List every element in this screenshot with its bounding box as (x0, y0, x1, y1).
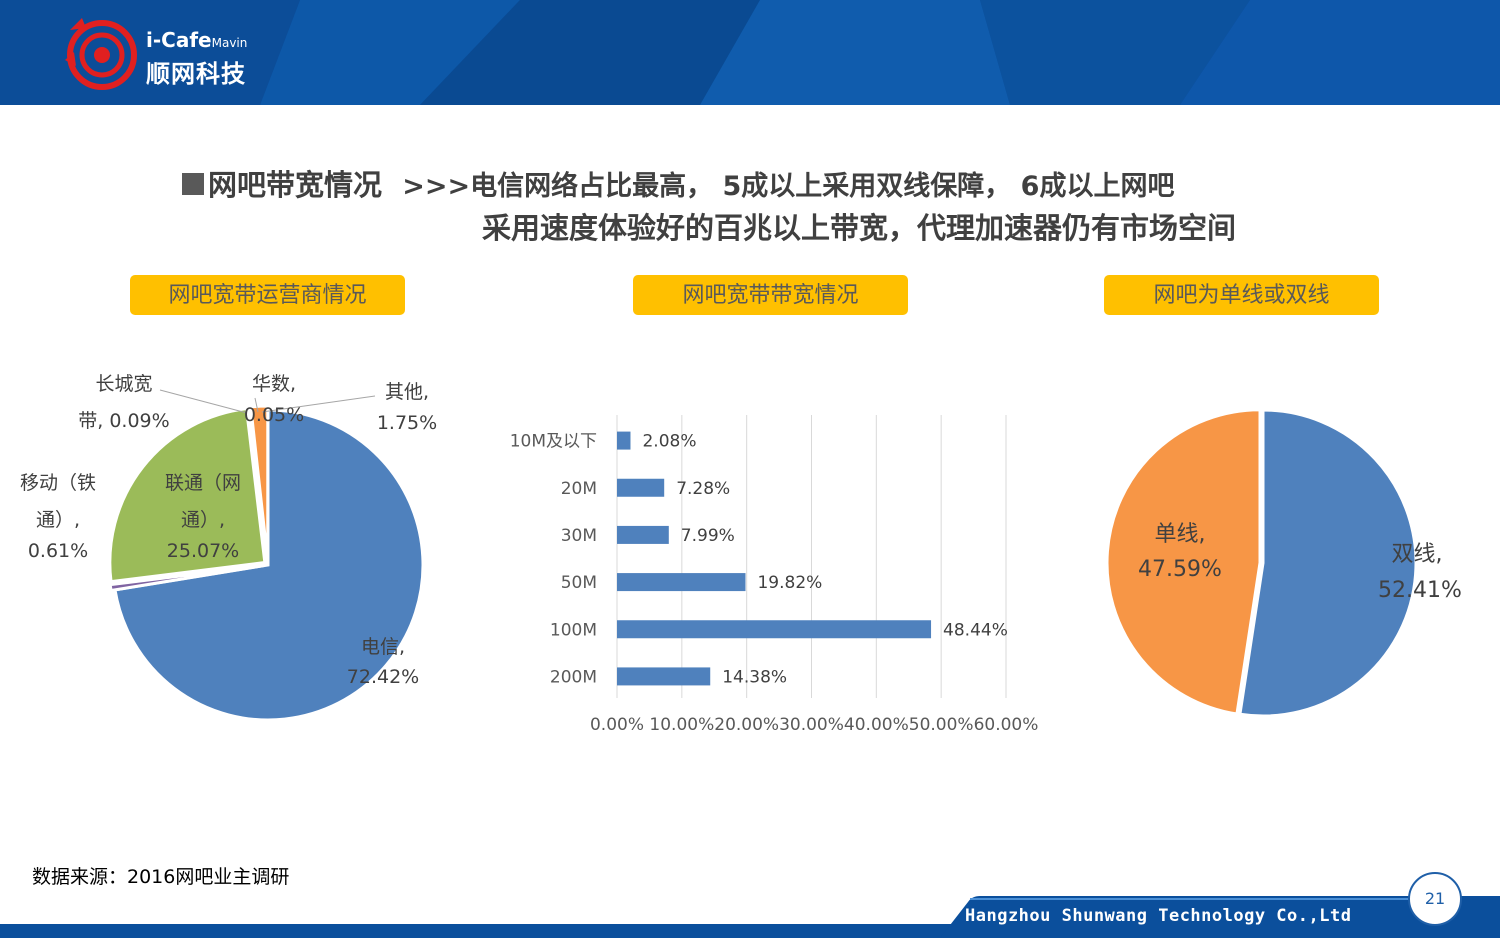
x-tick-label: 50.00% (909, 715, 974, 735)
bar (617, 573, 746, 592)
label-leader-line (159, 389, 248, 414)
data-label: 0.61% (28, 540, 88, 562)
bar (617, 620, 932, 639)
data-label: 长城宽 (95, 373, 152, 395)
bar (617, 667, 711, 686)
carrier-pie-chart: 电信, 72.42% 联通（网 通）, 25.07% 移动（铁 通）, 0.61… (20, 373, 437, 722)
data-label: 单线, (1155, 522, 1206, 547)
bar (617, 478, 665, 497)
bar-value-label: 19.82% (757, 573, 822, 593)
label-leader-line (254, 397, 259, 413)
logo-text-cn: 顺网科技 (146, 59, 246, 88)
bar (617, 431, 631, 450)
bar-value-label: 2.08% (642, 432, 696, 452)
pie-slice (1238, 408, 1418, 718)
data-source-note: 数据来源：2016网吧业主调研 (32, 866, 290, 888)
data-label: 其他, (385, 381, 429, 403)
pie-slice (108, 406, 267, 584)
bar (617, 525, 669, 544)
chart1-title: 网吧宽带运营商情况 (130, 275, 405, 315)
pie-slice (249, 404, 270, 562)
data-label: 电信, (361, 636, 405, 658)
data-label: 华数, (252, 373, 296, 395)
bandwidth-bar-chart: 10M及以下 20M 30M 50M 100M 200M 2.08% 7.28% 7.99% 1… (510, 415, 1039, 735)
y-category-label: 10M及以下 (510, 432, 597, 452)
x-tick-label: 30.00% (779, 715, 844, 735)
data-label: 25.07% (167, 540, 239, 562)
x-tick-label: 20.00% (714, 715, 779, 735)
chart2-title: 网吧宽带带宽情况 (633, 275, 908, 315)
y-category-label: 100M (550, 620, 597, 640)
data-label: 52.41% (1378, 578, 1462, 603)
data-label: 通）, (181, 509, 225, 531)
data-label: 联通（网 (165, 472, 241, 494)
data-label: 移动（铁 (20, 472, 96, 494)
data-label: 72.42% (347, 666, 419, 688)
line-type-pie-chart: 双线, 52.41% 单线, 47.59% (1105, 408, 1462, 718)
x-tick-label: 40.00% (844, 715, 909, 735)
chart3-title: 网吧为单线或双线 (1104, 275, 1379, 315)
logo-text-en: i-CafeMavin (146, 28, 248, 52)
page-title-line2: 采用速度体验好的百兆以上带宽，代理加速器仍有市场空间 (482, 211, 1237, 245)
footer-company-name: Hangzhou Shunwang Technology Co.,Ltd (965, 906, 1352, 926)
x-tick-label: 10.00% (649, 715, 714, 735)
data-label: 1.75% (377, 412, 437, 434)
pie-slice (108, 564, 265, 593)
square-bullet-icon (182, 173, 204, 195)
data-label: 双线, (1392, 542, 1443, 567)
page-title-line1: 网吧带宽情况 >>>电信网络占比最高， 5成以上采用双线保障， 6成以上网吧 (182, 162, 1174, 204)
data-label: 0.05% (244, 404, 304, 426)
pie-slice (113, 408, 425, 722)
y-category-label: 20M (561, 479, 597, 499)
x-tick-label: 60.00% (974, 715, 1039, 735)
header-banner: i-CafeMavin 顺网科技 (0, 0, 1500, 105)
data-label: 47.59% (1138, 557, 1222, 582)
page-number: 21 (1408, 872, 1462, 926)
title-text-1: >>>电信网络占比最高， 5成以上采用双线保障， 6成以上网吧 (402, 171, 1175, 202)
footer-tab (940, 896, 1500, 938)
y-category-label: 200M (550, 667, 597, 687)
bar-value-label: 7.99% (681, 526, 735, 546)
bar-value-label: 14.38% (722, 667, 787, 687)
x-tick-label: 0.00% (590, 715, 644, 735)
data-label: 通）, (36, 509, 80, 531)
data-label: 带, 0.09% (78, 410, 169, 432)
y-category-label: 30M (561, 526, 597, 546)
y-category-label: 50M (561, 573, 597, 593)
logo-target-icon (65, 18, 137, 90)
bar-value-label: 48.44% (943, 620, 1008, 640)
title-marker: 网吧带宽情况 (208, 168, 383, 202)
label-leader-line (261, 395, 376, 413)
bar-value-label: 7.28% (676, 479, 730, 499)
header-background (0, 0, 1500, 105)
pie-slice (1105, 408, 1262, 716)
